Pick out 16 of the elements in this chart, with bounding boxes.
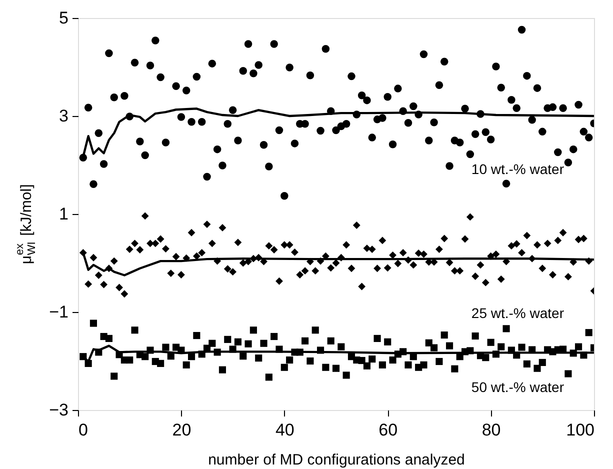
y-tick-label: 3: [59, 106, 68, 126]
x-tick-label: 100: [566, 420, 594, 440]
y-tick-label: −3: [49, 400, 68, 420]
x-tick-label: 20: [172, 420, 192, 440]
x-tick-label: 80: [482, 420, 501, 440]
y-tick-label: 1: [59, 204, 68, 224]
series-label: 25 wt.-% water: [471, 304, 564, 321]
y-tick-label: −1: [49, 302, 68, 322]
x-tick-label: 40: [275, 420, 294, 440]
x-axis-title: number of MD configurations analyzed: [208, 452, 465, 468]
x-tick-label: 60: [378, 420, 398, 440]
series-label: 50 wt.-% water: [471, 379, 564, 396]
x-tick-label: 0: [78, 420, 88, 440]
y-tick-label: 5: [59, 8, 68, 28]
series-label: 10 wt.-% water: [471, 161, 564, 178]
y-axis-title: μexWI [kJ/mol]: [14, 184, 38, 264]
